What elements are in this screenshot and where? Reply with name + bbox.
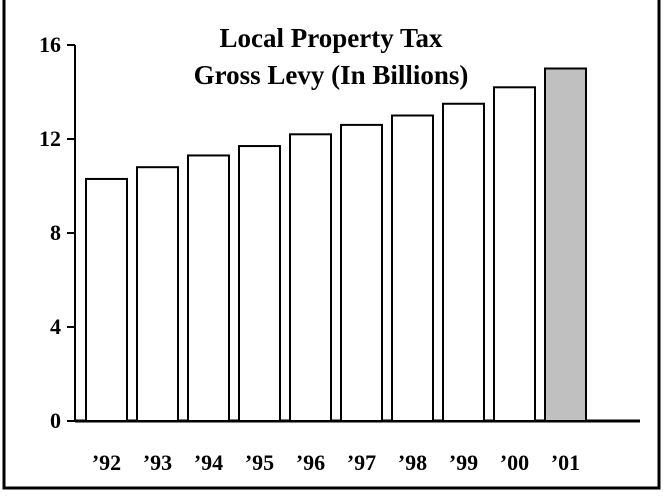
bar <box>340 123 383 423</box>
bar <box>289 133 332 423</box>
bar <box>136 166 179 422</box>
bar <box>442 102 485 422</box>
bar <box>544 67 587 422</box>
x-tick-label: ’98 <box>398 450 427 475</box>
y-tick-label: 12 <box>39 126 61 151</box>
y-tick-label: 8 <box>50 220 61 245</box>
x-labels: ’92 ’93 ’94 ’95 ’96 ’97 ’98 ’99 ’00 ’01 <box>92 450 580 475</box>
x-tick-label: ’94 <box>194 450 223 475</box>
y-ticks: 0 4 8 12 16 <box>39 32 75 433</box>
chart-subtitle: Gross Levy (In Billions) <box>194 60 469 90</box>
x-tick-label: ’93 <box>143 450 172 475</box>
chart-title: Local Property Tax <box>219 23 443 53</box>
x-tick-label: ’00 <box>500 450 529 475</box>
x-tick-label: ’01 <box>551 450 580 475</box>
bar <box>238 145 281 423</box>
x-tick-label: ’96 <box>296 450 325 475</box>
x-tick-label: ’92 <box>92 450 121 475</box>
bar <box>493 86 536 423</box>
bar <box>187 154 230 422</box>
x-tick-label: ’95 <box>245 450 274 475</box>
y-tick-label: 16 <box>39 32 61 57</box>
y-tick-label: 0 <box>50 408 61 433</box>
y-tick-label: 4 <box>50 314 61 339</box>
bar <box>391 114 434 422</box>
x-tick-label: ’99 <box>449 450 478 475</box>
x-tick-label: ’97 <box>347 450 376 475</box>
bar <box>85 177 128 422</box>
chart-border <box>2 0 661 490</box>
bars <box>85 67 587 423</box>
